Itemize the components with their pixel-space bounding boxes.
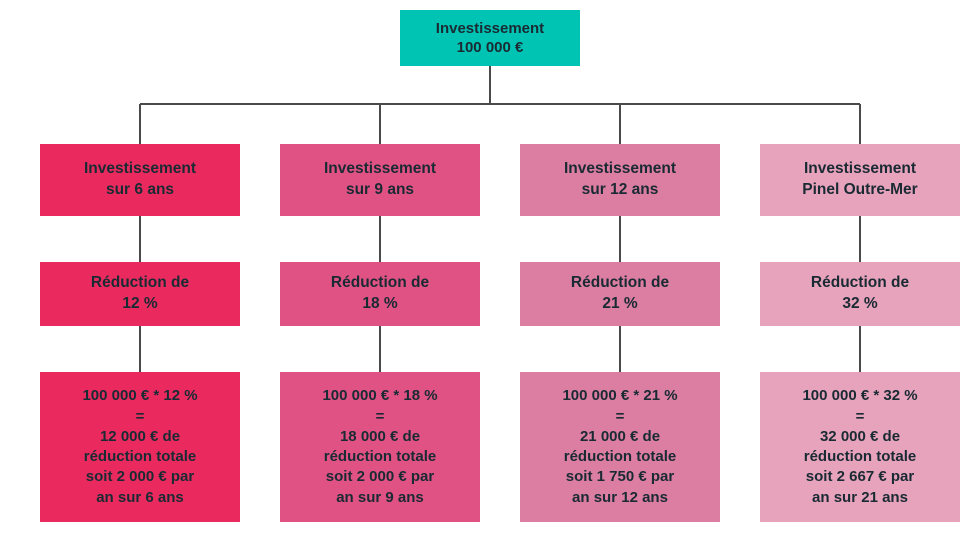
text: 21 000 € de xyxy=(580,427,660,447)
node-col0-level2: Réduction de 12 % xyxy=(40,262,240,326)
text: 12 000 € de xyxy=(100,427,180,447)
text: Réduction de xyxy=(811,273,909,294)
text: Réduction de xyxy=(91,273,189,294)
root-label-2: 100 000 € xyxy=(457,38,524,58)
node-col1-level1: Investissement sur 9 ans xyxy=(280,144,480,216)
text: an sur 9 ans xyxy=(336,488,424,508)
text: 100 000 € * 21 % xyxy=(562,386,677,406)
node-col2-level1: Investissement sur 12 ans xyxy=(520,144,720,216)
text: réduction totale xyxy=(804,447,917,467)
text: soit 1 750 € par xyxy=(566,467,674,487)
text: 12 % xyxy=(122,294,157,315)
text: soit 2 667 € par xyxy=(806,467,914,487)
text: an sur 21 ans xyxy=(812,488,908,508)
node-col2-level2: Réduction de 21 % xyxy=(520,262,720,326)
text: an sur 6 ans xyxy=(96,488,184,508)
text: 21 % xyxy=(602,294,637,315)
text: soit 2 000 € par xyxy=(326,467,434,487)
text: Pinel Outre-Mer xyxy=(802,180,917,201)
node-col3-level2: Réduction de 32 % xyxy=(760,262,960,326)
root-label-1: Investissement xyxy=(436,19,544,39)
node-col3-level1: Investissement Pinel Outre-Mer xyxy=(760,144,960,216)
node-col2-level3: 100 000 € * 21 % = 21 000 € de réduction… xyxy=(520,372,720,522)
text: Réduction de xyxy=(571,273,669,294)
text: réduction totale xyxy=(324,447,437,467)
text: soit 2 000 € par xyxy=(86,467,194,487)
text: = xyxy=(616,407,625,427)
text: sur 6 ans xyxy=(106,180,174,201)
node-col3-level3: 100 000 € * 32 % = 32 000 € de réduction… xyxy=(760,372,960,522)
text: sur 9 ans xyxy=(346,180,414,201)
text: 100 000 € * 18 % xyxy=(322,386,437,406)
text: 100 000 € * 32 % xyxy=(802,386,917,406)
text: 100 000 € * 12 % xyxy=(82,386,197,406)
node-col0-level3: 100 000 € * 12 % = 12 000 € de réduction… xyxy=(40,372,240,522)
text: sur 12 ans xyxy=(582,180,659,201)
text: 18 % xyxy=(362,294,397,315)
text: réduction totale xyxy=(84,447,197,467)
text: Investissement xyxy=(564,159,676,180)
text: = xyxy=(376,407,385,427)
root-node: Investissement 100 000 € xyxy=(400,10,580,66)
text: réduction totale xyxy=(564,447,677,467)
text: Investissement xyxy=(324,159,436,180)
text: Réduction de xyxy=(331,273,429,294)
node-col1-level3: 100 000 € * 18 % = 18 000 € de réduction… xyxy=(280,372,480,522)
node-col0-level1: Investissement sur 6 ans xyxy=(40,144,240,216)
text: 32 000 € de xyxy=(820,427,900,447)
text: Investissement xyxy=(84,159,196,180)
text: 32 % xyxy=(842,294,877,315)
text: = xyxy=(856,407,865,427)
text: = xyxy=(136,407,145,427)
text: 18 000 € de xyxy=(340,427,420,447)
node-col1-level2: Réduction de 18 % xyxy=(280,262,480,326)
text: an sur 12 ans xyxy=(572,488,668,508)
text: Investissement xyxy=(804,159,916,180)
